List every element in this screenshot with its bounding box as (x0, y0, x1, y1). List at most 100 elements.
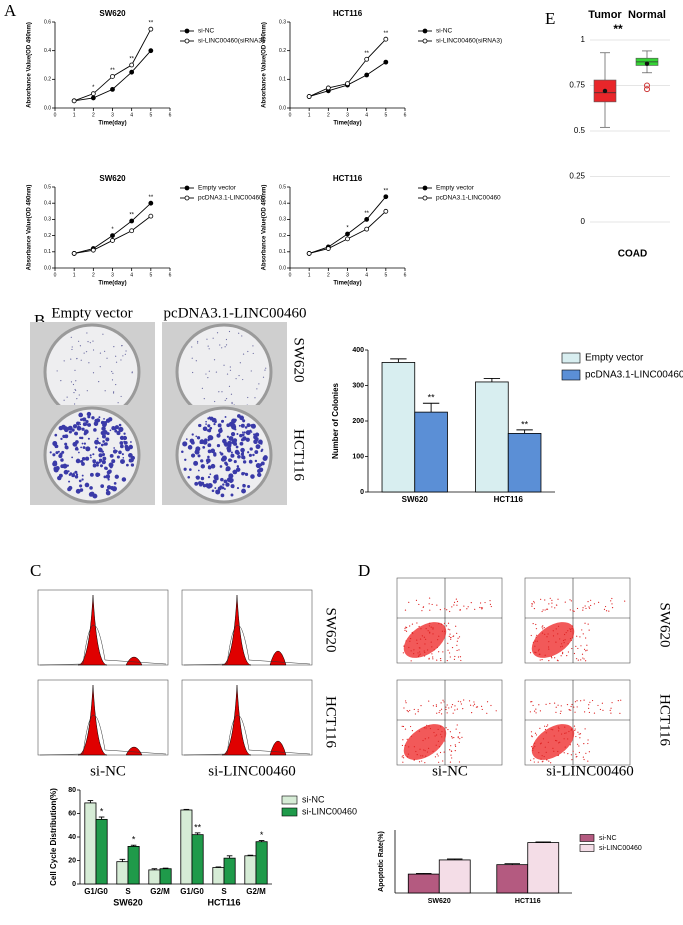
cell-dot (473, 703, 476, 705)
cell-dot (408, 746, 410, 748)
cell-dot (418, 603, 420, 606)
x-tick-label: 6 (404, 272, 407, 278)
cell-dot (587, 739, 589, 741)
cell-dot (405, 702, 407, 704)
colony (228, 458, 232, 462)
colony (49, 451, 52, 454)
bar (496, 864, 529, 894)
legend-swatch (281, 807, 298, 817)
colony (212, 420, 214, 423)
x-tick-label: 5 (384, 272, 387, 278)
colony (52, 441, 58, 446)
bar (407, 873, 440, 894)
colony (106, 357, 108, 359)
colony (63, 360, 65, 362)
colony (252, 453, 255, 457)
colony (261, 448, 264, 451)
colony (83, 352, 85, 354)
point (71, 251, 77, 256)
cell-dot (579, 733, 582, 735)
legend-label: pcDNA3.1-LINC00460 (436, 195, 501, 202)
cell-dot (587, 760, 589, 762)
cell-dot (416, 642, 418, 645)
y-tick-label: 0.1 (279, 249, 286, 255)
cell-dot (445, 708, 447, 711)
cell-dot (531, 605, 533, 607)
cell-dot (420, 628, 422, 630)
x-tick-label: HCT116 (494, 495, 524, 504)
significance: * (111, 227, 114, 233)
colony (100, 450, 103, 453)
cell-dot (447, 728, 449, 731)
cell-dot (413, 746, 416, 748)
cell-dot (533, 761, 535, 763)
panel-letter: B (34, 311, 45, 330)
colony (245, 437, 250, 442)
y-tick-label: 0.6 (44, 19, 51, 25)
cell-dot (569, 609, 571, 611)
y-tick-label: 60 (68, 810, 76, 817)
mean (602, 88, 608, 94)
x-tick-label: 3 (346, 272, 349, 278)
cell-dot (440, 726, 442, 728)
image-caption: pcDNA3.1-LINC00460 (164, 305, 307, 321)
colony (68, 425, 73, 431)
colony (113, 346, 115, 348)
cell-dot (401, 725, 403, 727)
cell-dot (610, 712, 612, 714)
cell-dot (611, 702, 613, 704)
colony (265, 367, 267, 369)
colony (248, 453, 252, 457)
cell-dot (402, 652, 404, 654)
colony (190, 440, 195, 445)
cell-dot (413, 759, 415, 761)
image-caption: si-LINC00460 (208, 763, 296, 779)
cell-dot (476, 706, 479, 708)
colony (209, 426, 213, 430)
cell-dot (553, 702, 556, 704)
cell-dot (576, 706, 578, 708)
cell-dot (551, 599, 553, 601)
colony (254, 432, 260, 437)
colony (236, 487, 240, 490)
cell-dot (453, 601, 456, 603)
cell-dot (435, 705, 438, 707)
colony (230, 484, 235, 489)
colony (264, 369, 266, 371)
colony (225, 398, 228, 400)
cell-dot (557, 750, 559, 753)
cell-dot (417, 655, 420, 658)
cell-dot (415, 599, 418, 602)
cell-dot (419, 748, 421, 750)
y-tick-label: 0.3 (279, 19, 286, 25)
x-tick-label: G1/G0 (180, 887, 204, 896)
cell-dot (423, 655, 426, 657)
cell-dot (557, 726, 560, 728)
cell-dot (562, 651, 564, 653)
cell-dot (466, 608, 468, 610)
cell-dot (438, 651, 440, 653)
colony (236, 451, 240, 456)
cell-dot (573, 725, 576, 727)
cell-dot (570, 709, 572, 711)
cell-dot (428, 603, 430, 605)
colony (65, 428, 67, 431)
x-tick-label: 2 (327, 272, 330, 278)
panel-letter: A (4, 1, 17, 20)
cell-dot (565, 732, 567, 734)
cell-dot (457, 700, 460, 702)
colony (256, 388, 258, 390)
cell-dot (589, 701, 591, 703)
cell-dot (430, 626, 432, 628)
colony (195, 475, 200, 480)
cell-dot (435, 744, 437, 746)
cell-dot (579, 737, 581, 739)
colony (211, 489, 215, 493)
cell-dot (578, 733, 580, 735)
colony (254, 397, 256, 399)
cell-dot (561, 645, 563, 647)
cell-dot (585, 660, 587, 662)
cell-dot (531, 747, 534, 749)
colony (81, 461, 85, 466)
colony (207, 377, 209, 379)
